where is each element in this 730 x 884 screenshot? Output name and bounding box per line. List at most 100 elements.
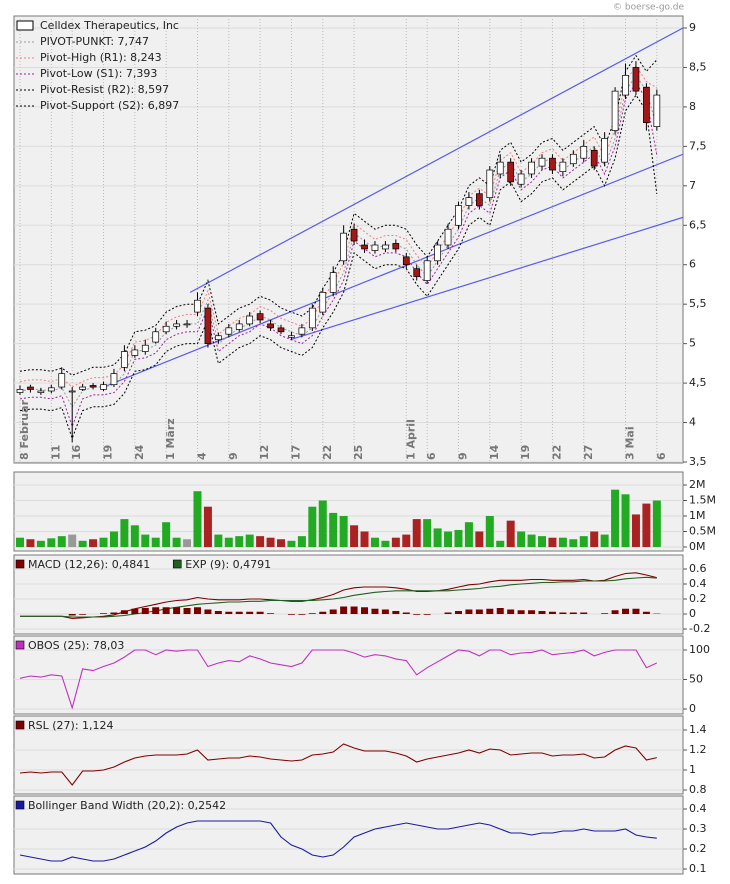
candle-body [319,291,327,313]
candle-body [538,157,546,167]
indicator-line [19,743,657,786]
histogram-bar [454,611,462,614]
legend-swatch [15,720,25,730]
histogram-bar [559,612,567,614]
volume-bar [68,534,77,547]
x-tick-label: 22 [321,445,334,460]
x-tick-label: 27 [582,445,595,460]
candle-body [601,138,608,163]
candle-body [622,74,629,96]
legend-label: OBOS (25): 78,03 [28,639,124,652]
y-tick-label: 0.6 [689,562,707,575]
legend-swatch [15,800,25,810]
histogram-bar [642,611,650,614]
y-tick-label: 6,5 [689,218,707,231]
histogram-bar [475,609,483,614]
histogram-bar [444,612,452,614]
histogram-bar [580,612,588,614]
histogram-bar [298,614,306,615]
y-tick-label: 8,5 [689,60,707,73]
histogram-bar [528,610,536,614]
panel [13,554,684,635]
volume-bar [308,506,317,547]
volume-bar [475,531,484,547]
candle-body [340,232,347,262]
candle-body [507,161,515,183]
y-tick-label: 0M [689,540,706,553]
histogram-bar [381,609,389,614]
candle-body [653,94,661,127]
volume-bar [297,536,306,547]
candle-body [371,244,379,251]
histogram-bar [214,611,222,614]
legend-label: MACD (12,26): 0,4841 [28,558,150,571]
candle-body [423,260,431,281]
legend-swatch [172,559,182,569]
candle-body [110,373,118,386]
volume-bar [339,516,348,547]
histogram-bar [173,607,181,614]
y-tick-label: 7,5 [689,139,707,152]
x-tick-label: 16 [70,444,83,460]
volume-bar [89,539,98,547]
x-tick-label: 24 [133,444,146,460]
candle-body [47,387,55,392]
x-tick-label: 1 März [164,418,177,460]
y-tick-label: 3,5 [689,455,707,468]
legend-label: PIVOT-PUNKT: 7,747 [40,35,149,48]
histogram-bar [267,613,275,614]
x-tick-label: 3 Mai [624,426,637,460]
candle-body [37,390,45,393]
candle-body [16,389,24,393]
volume-bar [99,537,108,547]
volume-bar [235,536,244,547]
candle-body [277,327,285,333]
legend-label: Pivot-High (R1): 8,243 [40,51,162,64]
volume-bar [600,534,609,547]
legend-label: Pivot-Resist (R2): 8,597 [40,83,169,96]
volume-bar [423,519,432,547]
x-tick-label: 8 Februar [18,399,31,460]
panel [13,635,684,715]
y-tick-label: 1.2 [689,743,707,756]
pivot-line [19,82,658,428]
histogram-bar [507,609,515,614]
volume-bar [454,529,463,547]
histogram-bar [110,612,118,614]
candle-body [225,327,233,335]
histogram-bar [100,613,108,614]
candle-body [246,315,254,325]
volume-bar [36,540,45,547]
candle-body [465,197,473,206]
histogram-bar [68,614,76,616]
histogram-bar [183,608,191,614]
y-tick-label: 8 [689,100,696,113]
volume-bar [631,514,640,547]
histogram-bar [235,611,243,614]
volume-bar [412,519,421,547]
candle-body [392,243,400,250]
volume-bar [183,539,192,547]
volume-bar [130,525,139,547]
histogram-bar [371,608,379,614]
histogram-bar [152,607,160,614]
histogram-bar [204,609,212,614]
candle-body [152,331,160,343]
histogram-bar [120,610,128,614]
candle-body [350,228,358,242]
candle-body [288,335,295,338]
panel [13,715,684,795]
x-tick-label: 4 [195,452,208,460]
y-tick-label: 1 [689,763,696,776]
y-tick-label: 1.5M [689,494,716,507]
x-tick-label: 19 [519,445,532,460]
legend-label: Bollinger Band Width (20,2): 0,2542 [28,799,226,812]
volume-bar [26,539,35,547]
volume-bar [506,520,515,547]
candle-body [590,149,598,167]
candle-body [643,86,650,124]
volume-bar [162,522,171,547]
candle-body [361,244,368,250]
y-tick-label: -0.2 [689,622,710,635]
